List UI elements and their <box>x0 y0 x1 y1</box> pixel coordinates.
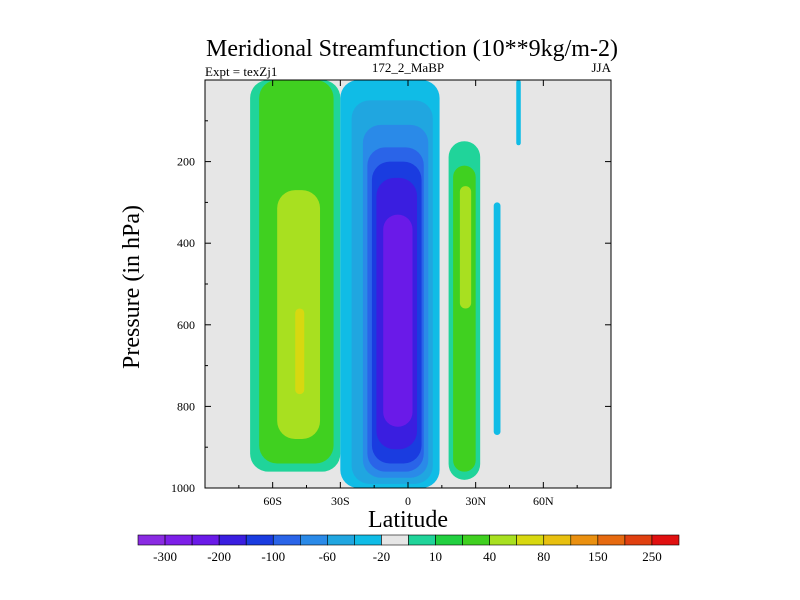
northern-negative-filament-level-1 <box>493 202 501 435</box>
colorbar-swatch <box>272 534 301 546</box>
chart-title: Meridional Streamfunction (10**9kg/m-2) <box>206 36 618 62</box>
colorbar-swatch <box>137 534 166 546</box>
colorbar-label: -100 <box>261 549 285 564</box>
y-tick-label: 1000 <box>171 481 195 495</box>
x-tick-label: 0 <box>405 494 411 508</box>
colorbar-label: 250 <box>642 549 662 564</box>
colorbar-label: -20 <box>373 549 390 564</box>
x-tick-label: 30S <box>331 494 350 508</box>
colorbar-swatch <box>570 534 599 546</box>
y-tick-label: 600 <box>177 318 195 332</box>
colorbar-label: -60 <box>319 549 336 564</box>
x-axis-ticks: 60S 30S 0 30N 60N <box>238 80 578 508</box>
colorbar-label: -200 <box>207 549 231 564</box>
colorbar-swatch <box>164 534 193 546</box>
northern-small-negative-tip-level-1 <box>516 80 521 146</box>
colorbar-swatch <box>245 534 274 546</box>
y-axis-label: Pressure (in hPa) <box>119 205 145 369</box>
equatorial-negative-cell-level-7 <box>383 214 413 427</box>
colorbar-swatch <box>651 534 680 546</box>
y-tick-label: 800 <box>177 399 195 413</box>
equatorial-negative-cell <box>340 80 440 488</box>
y-tick-label: 200 <box>177 155 195 169</box>
colorbar-swatch <box>462 534 490 546</box>
northern-small-negative-tip <box>516 80 521 146</box>
colorbar-swatch <box>597 534 626 546</box>
colorbar-label: 80 <box>537 549 550 564</box>
colorbar-swatch <box>327 534 355 546</box>
contour-fill-layer <box>250 80 521 488</box>
colorbar: -300 -200 -100 -60 -20 10 40 80 150 250 <box>137 534 680 564</box>
colorbar-swatch <box>516 534 545 546</box>
colorbar-swatch <box>191 534 220 546</box>
northern-negative-filament <box>493 202 501 435</box>
colorbar-swatch <box>408 534 436 546</box>
y-axis-ticks: 200 400 600 800 1000 <box>171 120 611 495</box>
x-tick-label: 60N <box>533 494 554 508</box>
experiment-label: Expt = texZj1 <box>205 64 277 79</box>
colorbar-swatch <box>543 534 572 546</box>
southern-hemisphere-positive-cell <box>250 80 341 472</box>
colorbar-label: 40 <box>483 549 496 564</box>
colorbar-label: 150 <box>588 549 608 564</box>
y-tick-label: 400 <box>177 236 195 250</box>
x-tick-label: 60S <box>263 494 282 508</box>
colorbar-swatch <box>381 534 409 546</box>
colorbar-label: 10 <box>429 549 442 564</box>
colorbar-label: -300 <box>153 549 177 564</box>
time-label: 172_2_MaBP <box>372 60 444 75</box>
colorbar-swatch <box>354 534 382 546</box>
x-tick-label: 30N <box>465 494 486 508</box>
colorbar-swatch <box>299 534 328 546</box>
x-axis-label: Latitude <box>368 507 448 533</box>
colorbar-swatch <box>435 534 463 546</box>
season-label: JJA <box>591 60 611 75</box>
colorbar-swatch <box>218 534 247 546</box>
colorbar-swatch <box>624 534 653 546</box>
northern-subtropical-positive-cell-level-3 <box>459 186 472 309</box>
colorbar-swatch <box>489 534 517 546</box>
southern-hemisphere-positive-cell-level-4 <box>295 308 305 395</box>
northern-subtropical-positive-cell <box>448 141 481 480</box>
